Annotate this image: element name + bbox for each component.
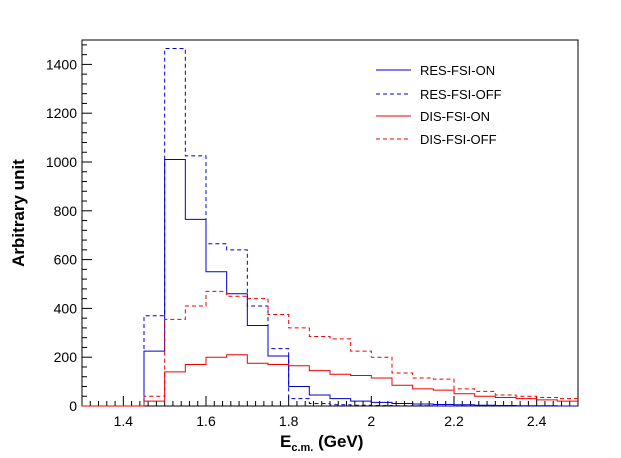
y-tick-label: 400: [54, 300, 78, 316]
legend-label-res-fsi-off: RES-FSI-OFF: [420, 87, 502, 102]
x-axis-title-subscript: c.m.: [291, 442, 313, 454]
y-tick-label: 1200: [46, 105, 77, 121]
y-tick-label: 800: [54, 203, 78, 219]
x-tick-label: 2.2: [444, 413, 464, 429]
y-axis-ticks: 0 200 400 600 800 1000 1200 1400: [46, 44, 92, 414]
legend-label-res-fsi-on: RES-FSI-ON: [420, 63, 495, 78]
x-axis-ticks: 1.4 1.6 1.8 2 2.2 2.4: [81, 396, 579, 429]
x-tick-label: 2: [367, 413, 375, 429]
y-axis-title: Arbitrary unit: [9, 159, 28, 267]
x-tick-label: 1.8: [279, 413, 299, 429]
x-tick-label: 1.6: [196, 413, 216, 429]
y-tick-label: 1400: [46, 56, 77, 72]
y-tick-label: 600: [54, 252, 78, 268]
series-res-fsi-off: [82, 48, 578, 407]
x-axis-title-unit: (GeV): [313, 432, 363, 451]
series-dis-fsi-off: [82, 290, 578, 407]
legend: RES-FSI-ON RES-FSI-OFF DIS-FSI-ON DIS-FS…: [376, 63, 502, 147]
series-layer: [82, 48, 578, 407]
x-tick-label: 1.4: [114, 413, 134, 429]
x-tick-label: 2.4: [527, 413, 547, 429]
y-tick-label: 1000: [46, 154, 77, 170]
y-tick-label: 0: [69, 398, 77, 414]
series-res-fsi-on: [82, 159, 578, 407]
series-dis-fsi-on: [82, 354, 578, 407]
x-axis-title: Ec.m. (GeV): [280, 432, 363, 454]
y-tick-label: 200: [54, 349, 78, 365]
x-axis-title-main: E: [280, 432, 291, 451]
legend-label-dis-fsi-off: DIS-FSI-OFF: [420, 132, 497, 147]
legend-label-dis-fsi-on: DIS-FSI-ON: [420, 109, 490, 124]
